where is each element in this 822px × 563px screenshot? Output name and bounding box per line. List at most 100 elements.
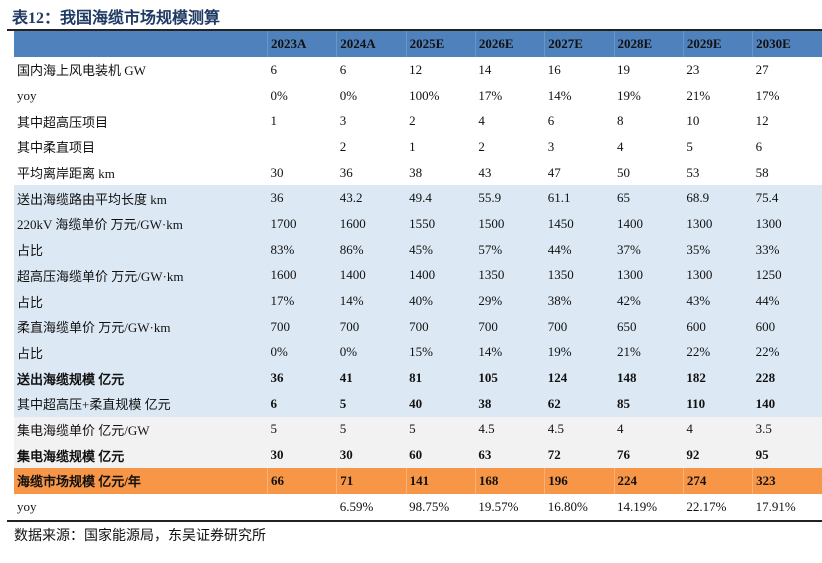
cell-value: 4 [683,416,753,443]
cell-value: 4 [475,108,545,135]
cell-value: 8 [614,108,684,135]
cell-value: 43 [475,159,545,186]
header-row: 2023A 2024A 2025E 2026E 2027E 2028E 2029E 2030E [14,31,822,57]
table-row: 占比 83% 86% 45% 57% 44% 37% 35% 33% [14,236,822,263]
table-row: 国内海上风电装机 GW 6 6 12 14 16 19 23 27 [14,57,822,83]
cell-value: 228 [752,365,822,391]
cell-value: 14% [475,339,545,366]
cell-value: 1350 [544,262,615,289]
cell-value: 17% [267,288,337,314]
cell-value: 19 [614,57,684,83]
cell-value: 4 [614,416,684,443]
cell-value: 14.19% [614,493,684,520]
row-label: 集电海缆单价 亿元/GW [14,416,268,443]
row-label: 送出海缆规模 亿元 [14,365,268,391]
cell-value: 19% [544,339,615,366]
cell-value: 75.4 [752,185,822,212]
cell-value: 33% [752,236,822,263]
cell-value: 86% [336,236,407,263]
cell-value: 182 [683,365,753,391]
cell-value: 62 [544,390,615,417]
column-header: 2025E [405,31,476,57]
cell-value: 168 [474,468,545,494]
cell-value: 3 [544,134,615,160]
cell-value: 41 [336,365,407,391]
table-row: 超高压海缆单价 万元/GW·km 1600 1400 1400 1350 1350 1300… [14,262,822,289]
row-label: 海缆市场规模 亿元/年 [14,468,268,494]
cell-value: 1250 [752,262,822,289]
header-blank [14,31,268,57]
cell-value: 72 [544,442,615,468]
cell-value: 61.1 [544,185,615,212]
row-label: 220kV 海缆单价 万元/GW·km [14,211,268,237]
cell-value: 40% [406,288,476,314]
cell-value: 1300 [614,262,684,289]
cell-value: 1300 [752,211,822,237]
cell-value: 47 [544,159,615,186]
cell-value: 14 [475,57,545,83]
row-label: 占比 [14,288,268,314]
cell-value: 1500 [475,211,545,237]
table-row: 送出海缆路由平均长度 km 36 43.2 49.4 55.9 61.1 65 68.9 75.… [14,185,822,212]
cell-value: 2 [336,134,407,160]
cell-value: 323 [752,468,822,494]
bottom-rule [7,520,822,522]
cell-value: 1400 [614,211,684,237]
table-title: 表12：我国海缆市场规模测算 [12,10,221,27]
cell-value: 100% [406,82,476,109]
cell-value: 21% [614,339,684,366]
cell-value [267,134,337,160]
cell-value: 6 [267,390,337,417]
cell-value: 44% [544,236,615,263]
cell-value: 22.17% [683,493,753,520]
cell-value: 5 [683,134,753,160]
column-header: 2028E [613,31,684,57]
cell-value: 95 [752,442,822,468]
cell-value: 224 [613,468,684,494]
cell-value: 17% [752,82,822,109]
cell-value: 17.91% [752,493,822,520]
cell-value: 38 [475,390,545,417]
market-size-table: 2023A 2024A 2025E 2026E 2027E 2028E 2029E 2030E… [14,31,822,520]
cell-value: 65 [614,185,684,212]
cell-value: 1 [267,108,337,135]
cell-value: 66 [266,468,337,494]
row-label: 平均离岸距离 km [14,159,268,186]
cell-value: 0% [336,339,407,366]
cell-value: 6 [544,108,615,135]
cell-value: 600 [752,313,822,340]
cell-value: 6.59% [336,493,407,520]
source-note: 数据来源：国家能源局，东吴证券研究所 [14,529,266,544]
cell-value: 140 [752,390,822,417]
table-row: 平均离岸距离 km 30 36 38 43 47 50 53 58 [14,159,822,186]
cell-value: 22% [683,339,753,366]
cell-value: 105 [475,365,545,391]
table-row: yoy 6.59% 98.75% 19.57% 16.80% 14.19% 22.17% 17… [14,493,822,520]
cell-value: 196 [544,468,615,494]
cell-value: 1600 [267,262,337,289]
cell-value: 141 [405,468,476,494]
cell-value: 45% [406,236,476,263]
cell-value: 148 [614,365,684,391]
cell-value: 110 [683,390,753,417]
cell-value: 43.2 [336,185,407,212]
cell-value: 63 [475,442,545,468]
cell-value: 6 [752,134,822,160]
cell-value: 16 [544,57,615,83]
cell-value: 5 [406,416,476,443]
cell-value: 38 [406,159,476,186]
column-header: 2030E [752,31,822,57]
cell-value: 5 [336,390,407,417]
cell-value: 98.75% [406,493,476,520]
cell-value: 81 [406,365,476,391]
table-row: 集电海缆单价 亿元/GW 5 5 5 4.5 4.5 4 4 3.5 [14,416,822,443]
column-header: 2023A [266,31,337,57]
cell-value: 29% [475,288,545,314]
row-label: yoy [14,82,268,109]
cell-value: 30 [336,442,407,468]
cell-value: 4 [614,134,684,160]
column-header: 2024A [336,31,407,57]
cell-value: 1600 [336,211,407,237]
row-label: 国内海上风电装机 GW [14,57,268,83]
row-label: 送出海缆路由平均长度 km [14,185,268,212]
